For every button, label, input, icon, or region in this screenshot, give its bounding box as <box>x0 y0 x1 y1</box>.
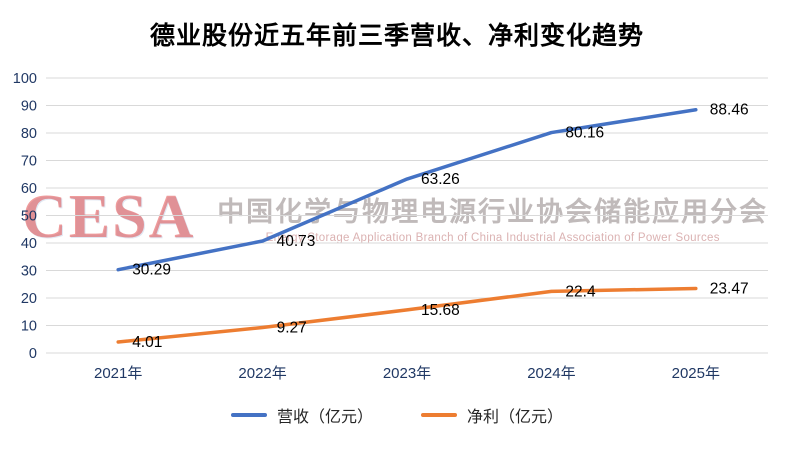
line-chart: 0 10 20 30 40 50 60 70 80 90 100 2021年 2022年 2023年 202… <box>13 71 768 382</box>
legend-label: 净利（亿元） <box>467 409 564 426</box>
data-label: 80.16 <box>565 125 604 142</box>
legend-item: 营收（亿元） <box>230 403 373 427</box>
y-axis-tick-label: 20 <box>21 291 37 307</box>
x-axis-tick-label: 2024年 <box>527 365 575 382</box>
x-axis-tick-label: 2021年 <box>94 365 142 382</box>
data-label: 15.68 <box>421 302 460 319</box>
data-label: 9.27 <box>277 320 307 337</box>
chart-title: 德业股份近五年前三季营收、净利变化趋势 <box>149 22 644 50</box>
y-axis-tick-label: 10 <box>21 319 37 335</box>
x-axis-tick-label: 2023年 <box>383 365 431 382</box>
series-line-profit <box>116 286 698 344</box>
y-axis-tick-label: 70 <box>21 154 37 170</box>
data-label: 22.4 <box>565 283 596 300</box>
legend-item: 净利（亿元） <box>421 403 563 427</box>
y-axis-tick-label: 90 <box>21 99 37 115</box>
y-axis-tick-label: 60 <box>21 181 37 197</box>
data-label: 63.26 <box>421 171 460 188</box>
y-axis-tick-label: 100 <box>13 71 37 87</box>
y-axis-tick-label: 30 <box>21 264 37 280</box>
y-axis-tick-label: 40 <box>21 236 37 252</box>
legend-swatch <box>230 413 267 417</box>
legend-swatch <box>421 413 457 417</box>
x-axis-tick-label: 2025年 <box>672 365 720 382</box>
legend-label: 营收（亿元） <box>276 409 373 426</box>
data-label: 88.46 <box>710 102 749 119</box>
data-label: 4.01 <box>132 334 162 351</box>
data-label: 23.47 <box>710 280 749 297</box>
series-line-revenue <box>116 107 698 272</box>
data-label: 40.73 <box>277 233 316 250</box>
chart-legend: 营收（亿元） 净利（亿元） <box>0 403 794 427</box>
x-axis-tick-label: 2022年 <box>238 365 286 382</box>
y-axis-tick-label: 0 <box>29 346 37 362</box>
y-axis-tick-label: 80 <box>21 126 37 142</box>
data-label: 30.29 <box>132 262 171 279</box>
y-axis-tick-label: 50 <box>21 209 37 225</box>
